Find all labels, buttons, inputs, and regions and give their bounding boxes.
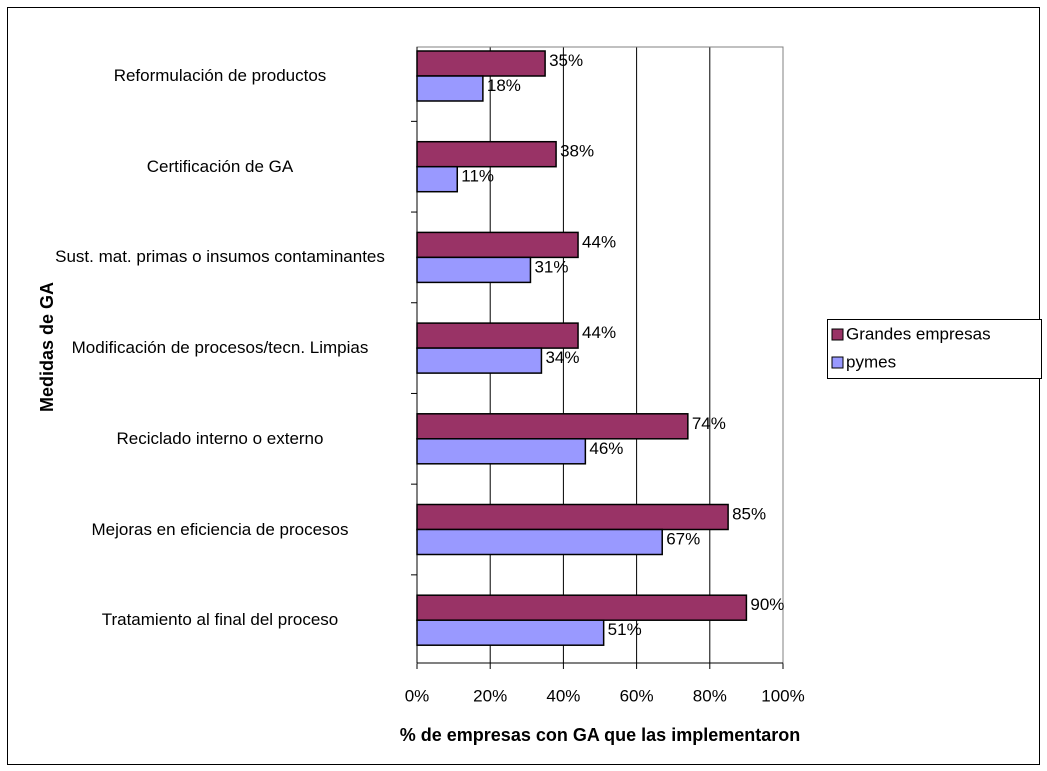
- bar: [416, 347, 543, 374]
- bar: [416, 165, 459, 193]
- data-label: 46%: [589, 439, 623, 458]
- data-label: 51%: [608, 620, 642, 639]
- bar: [416, 50, 546, 77]
- data-label: 90%: [750, 595, 784, 614]
- x-tick-label: 20%: [473, 686, 507, 705]
- data-label: 44%: [582, 323, 616, 342]
- y-tick-label: Reciclado interno o externo: [116, 428, 324, 448]
- legend-swatch: [831, 328, 844, 341]
- bar: [416, 619, 605, 646]
- data-label: 34%: [545, 348, 579, 367]
- data-label: 67%: [666, 529, 700, 548]
- data-label: 85%: [732, 504, 766, 523]
- bar: [416, 322, 579, 349]
- data-label: 74%: [692, 414, 726, 433]
- bar: [416, 413, 689, 440]
- y-tick-label: Reformulación de productos: [113, 66, 327, 85]
- y-tick-label: Certificación de GA: [146, 156, 294, 176]
- y-tick-label: Mejoras en eficiencia de procesos: [91, 519, 349, 539]
- bar: [416, 594, 748, 621]
- bar: [416, 256, 532, 284]
- data-label: 38%: [560, 142, 594, 161]
- y-axis-title: Medidas de GA: [37, 282, 57, 412]
- data-label: 11%: [461, 167, 494, 186]
- y-tick-label: Sust. mat. primas o insumos contaminante…: [55, 247, 385, 267]
- x-tick-label: 100%: [761, 686, 804, 705]
- chart-border: [7, 7, 1040, 765]
- bar: [416, 231, 579, 259]
- data-label: 18%: [487, 76, 521, 95]
- y-tick-label: Tratamiento al final del proceso: [101, 610, 339, 630]
- legend-box: [827, 319, 1042, 379]
- legend-label: pymes: [846, 352, 896, 371]
- x-tick-label: 40%: [546, 686, 580, 705]
- data-label: 44%: [582, 232, 616, 251]
- data-label: 31%: [534, 257, 568, 276]
- x-tick-label: 0%: [405, 686, 430, 705]
- x-axis-title: % de empresas con GA que las implementar…: [400, 725, 800, 745]
- legend-label: Grandes empresas: [846, 324, 991, 343]
- bar: [416, 140, 557, 168]
- bar: [416, 503, 729, 531]
- x-tick-label: 80%: [693, 686, 727, 705]
- y-tick-label: Modificación de procesos/tecn. Limpias: [71, 338, 369, 358]
- bar: [416, 75, 484, 102]
- bar: [416, 438, 587, 465]
- data-label: 35%: [549, 51, 583, 70]
- bar: [416, 528, 663, 556]
- legend-swatch: [831, 356, 844, 369]
- x-tick-label: 60%: [620, 686, 654, 705]
